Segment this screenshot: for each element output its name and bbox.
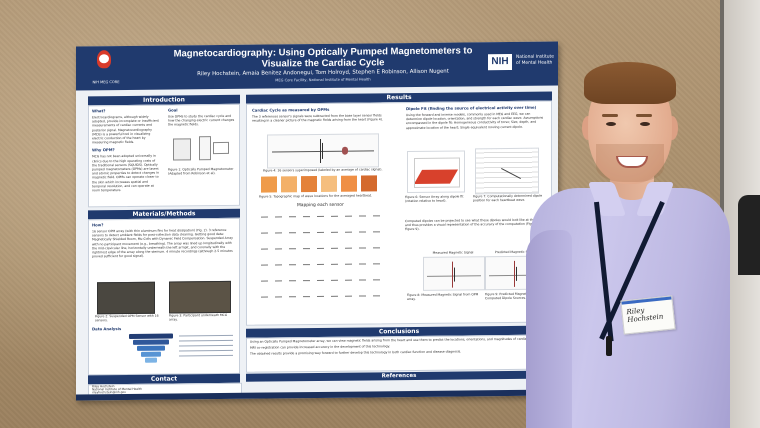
what-text: Electrocardiograms, although widely adop… — [92, 114, 159, 145]
name-tag-text: Riley Hochstein — [626, 306, 664, 325]
nih-logo: NIH — [488, 53, 512, 71]
figure2-photo — [97, 281, 155, 315]
sensor-mapping-grid — [261, 211, 389, 308]
left-arm — [526, 230, 572, 428]
eye-left — [606, 122, 616, 126]
figure4-caption: Figure 4: 16 sensors superimposed (label… — [263, 167, 383, 173]
name-tag: Riley Hochstein — [620, 295, 676, 335]
figure1-caption: Figure 1: Optically Pumped Magnetometer … — [168, 166, 234, 176]
figure3-photo — [169, 280, 231, 314]
right-column: Results Cardiac Cycle as measured by OPM… — [246, 91, 552, 373]
figure8-caption: Figure 8: Measured Magnetic Signal from … — [407, 292, 479, 302]
dipole-fit-text: Using the forward and inverse models, co… — [406, 111, 544, 130]
funnel-labels — [179, 333, 233, 364]
left-column: Introduction What? Electrocardiograms, a… — [88, 94, 240, 376]
why-text: MCG has not been adopted universally in … — [92, 154, 159, 193]
figure6-caption: Figure 6: Sensor Array along dipole fit … — [405, 194, 464, 204]
poster-header: NIH MEG CORE Magnetocardiography: Using … — [76, 41, 558, 91]
poster-affiliation: MEG Core Facility, National Institute of… — [275, 77, 371, 83]
logo-caption: NIH MEG CORE — [92, 80, 120, 85]
meg-core-logo-icon — [92, 50, 116, 80]
eyebrow-right — [636, 114, 652, 117]
figure6-sensor-array-3d — [407, 150, 465, 194]
why-heading: Why OPM? — [92, 147, 115, 153]
figure4-ecg-plot — [267, 133, 379, 169]
background-figure — [738, 195, 760, 275]
figure3-caption: Figure 3: Participant underneath MCG arr… — [169, 312, 228, 322]
figure2-caption: Figure 2: Suspended OPM Sensor with 16 s… — [95, 313, 159, 323]
presenter: Riley Hochstein — [526, 60, 730, 428]
poster-title: Magnetocardiography: Using Optically Pum… — [158, 45, 488, 70]
figure5-caption: Figure 5: Topographic map of wave locati… — [259, 193, 373, 199]
how-text: 16 sensor OPM array (with thin aluminum … — [92, 227, 233, 259]
data-analysis-heading: Data Analysis — [92, 326, 122, 332]
research-poster: NIH MEG CORE Magnetocardiography: Using … — [76, 41, 558, 401]
goal-text: Use OPMs to study the cardiac cycle and … — [168, 113, 235, 127]
computed-dipole-text: Computed dipoles can be projected to see… — [405, 217, 548, 232]
eyebrow-left — [602, 114, 618, 117]
results-panel: Cardiac Cycle as measured by OPMs The 3 … — [246, 100, 552, 326]
figure8-title: Measured Magnetic Signal — [432, 250, 474, 255]
what-heading: What? — [92, 108, 106, 114]
hair — [584, 62, 676, 104]
lanyard-clip — [606, 336, 612, 356]
methods-panel: How? 16 sensor OPM array (with thin alum… — [88, 217, 240, 376]
opm-diagram — [169, 133, 235, 164]
goal-heading: Goal — [168, 107, 178, 113]
conclusions-panel: Using an Optically Pumped Magnetometer a… — [246, 334, 552, 373]
cardiac-cycle-text: The 3 references sensor's signals were s… — [252, 113, 383, 123]
mapping-label: Mapping each sensor — [297, 202, 344, 209]
eye-right — [640, 122, 650, 126]
figure8-measured-signal-plot — [423, 256, 485, 291]
introduction-panel: What? Electrocardiograms, although widel… — [88, 103, 240, 208]
